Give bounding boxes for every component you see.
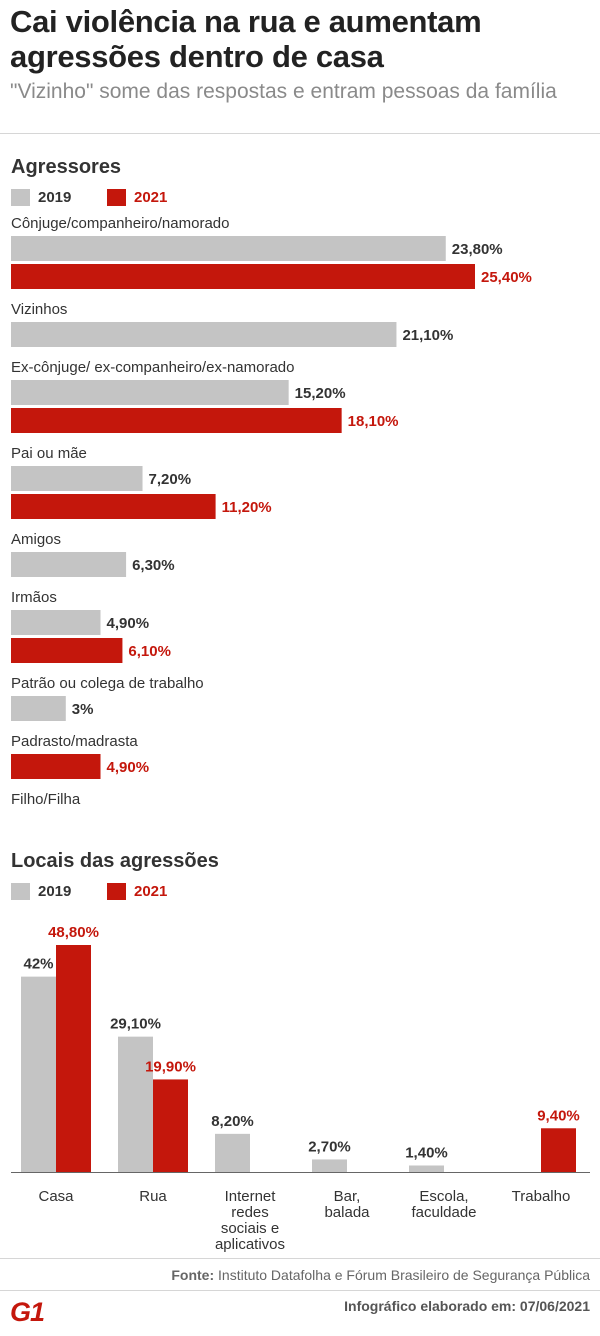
bar-2019	[11, 610, 101, 635]
agressores-bar-chart: Cônjuge/companheiro/namorado 23,80% 25,40%…	[11, 215, 532, 808]
legend-label-2021: 2021	[134, 883, 168, 900]
category-label: Vizinhos	[11, 301, 67, 318]
bar-2019	[11, 552, 127, 577]
category-label: Rua	[139, 1188, 167, 1205]
data-label-2019: 23,80%	[452, 241, 503, 258]
locais-column-chart: 42% 48,80% Casa 29,10% 19,90% Rua 8,20% Interne…	[11, 924, 590, 1253]
legend-swatch-2019	[11, 189, 30, 206]
column-2019	[215, 1133, 250, 1172]
chart-subtitle: "Vizinho" some das respostas e entram pe…	[10, 80, 557, 103]
category-label-line: Escola,	[419, 1188, 468, 1205]
category-label: Padrasto/madrasta	[11, 733, 138, 750]
chart-title: Cai violência na rua e aumentam agressõe…	[10, 4, 482, 74]
source-text: Instituto Datafolha e Fórum Brasileiro d…	[218, 1267, 590, 1283]
data-label-2019: 2,70%	[308, 1138, 351, 1155]
category-label: Filho/Filha	[11, 791, 81, 808]
category-label: Bar, balada	[324, 1188, 370, 1221]
credit-note: Infográfico elaborado em: 07/06/2021	[344, 1298, 590, 1314]
category-label: Trabalho	[512, 1188, 571, 1205]
category-label-line: redes	[231, 1204, 269, 1221]
legend-label-2021: 2021	[134, 189, 168, 206]
bar-2019	[11, 466, 143, 491]
bar-2021	[11, 264, 475, 289]
category-label-line: aplicativos	[215, 1236, 285, 1253]
data-label-2019: 4,90%	[107, 615, 150, 632]
column-2021	[153, 1079, 188, 1172]
column-2021	[56, 945, 91, 1172]
column-2019	[118, 1036, 153, 1172]
category-label-line: Internet	[225, 1188, 277, 1205]
category-label-line: balada	[324, 1204, 370, 1221]
bar-2019	[11, 322, 397, 347]
category-label: Cônjuge/companheiro/namorado	[11, 215, 229, 232]
locais-title: Locais das agressões	[11, 850, 219, 872]
data-label-2021: 4,90%	[107, 759, 150, 776]
footer-divider-top	[0, 1258, 600, 1259]
legend-label-2019: 2019	[38, 189, 72, 206]
category-label-line: faculdade	[411, 1204, 476, 1221]
footer-divider-bottom	[0, 1290, 600, 1291]
data-label-2021: 25,40%	[481, 269, 532, 286]
legend-swatch-2021	[107, 189, 126, 206]
category-label-line: sociais e	[221, 1220, 279, 1237]
g1-logo: G1	[10, 1297, 45, 1327]
data-label-2019: 7,20%	[149, 471, 192, 488]
column-2019	[409, 1165, 444, 1172]
column-2021	[541, 1128, 576, 1172]
bar-2021	[11, 754, 101, 779]
category-label: Escola, faculdade	[411, 1188, 476, 1221]
data-label-2021: 9,40%	[537, 1107, 580, 1124]
bar-2021	[11, 494, 216, 519]
data-label-2019: 3%	[72, 701, 94, 718]
legend-label-2019: 2019	[38, 883, 72, 900]
data-label-2019: 42%	[23, 956, 53, 973]
category-label-line: Rua	[139, 1188, 167, 1205]
data-label-2021: 19,90%	[145, 1058, 196, 1075]
bar-2019	[11, 696, 66, 721]
data-label-2021: 18,10%	[348, 413, 399, 430]
data-label-2021: 11,20%	[222, 499, 272, 516]
source-note: Fonte: Instituto Datafolha e Fórum Brasi…	[171, 1267, 590, 1283]
category-label: Pai ou mãe	[11, 445, 87, 462]
data-label-2019: 29,10%	[110, 1016, 161, 1033]
legend-swatch-2019	[11, 883, 30, 900]
category-label-line: Casa	[38, 1188, 74, 1205]
data-label-2021: 48,80%	[48, 924, 99, 941]
data-label-2019: 1,40%	[405, 1144, 448, 1161]
category-label: Internet redes sociais e aplicativos	[215, 1188, 285, 1253]
header-divider	[0, 133, 600, 134]
category-label: Irmãos	[11, 589, 57, 606]
data-label-2019: 15,20%	[295, 385, 346, 402]
agressores-title: Agressores	[11, 156, 122, 178]
bar-2021	[11, 408, 342, 433]
category-label-line: Bar,	[334, 1188, 361, 1205]
column-2019	[21, 976, 56, 1172]
data-label-2019: 6,30%	[132, 557, 175, 574]
category-label: Casa	[38, 1188, 74, 1205]
category-label: Patrão ou colega de trabalho	[11, 675, 204, 692]
data-label-2019: 21,10%	[402, 327, 453, 344]
column-2019	[312, 1159, 347, 1172]
data-label-2021: 6,10%	[128, 643, 171, 660]
category-label: Ex-cônjuge/ ex-companheiro/ex-namorado	[11, 359, 294, 376]
bar-2019	[11, 236, 446, 261]
category-label: Amigos	[11, 531, 61, 548]
legend-swatch-2021	[107, 883, 126, 900]
data-label-2019: 8,20%	[211, 1113, 254, 1130]
bar-2019	[11, 380, 289, 405]
bar-2021	[11, 638, 123, 663]
category-label-line: Trabalho	[512, 1188, 571, 1205]
source-label: Fonte:	[171, 1267, 215, 1283]
